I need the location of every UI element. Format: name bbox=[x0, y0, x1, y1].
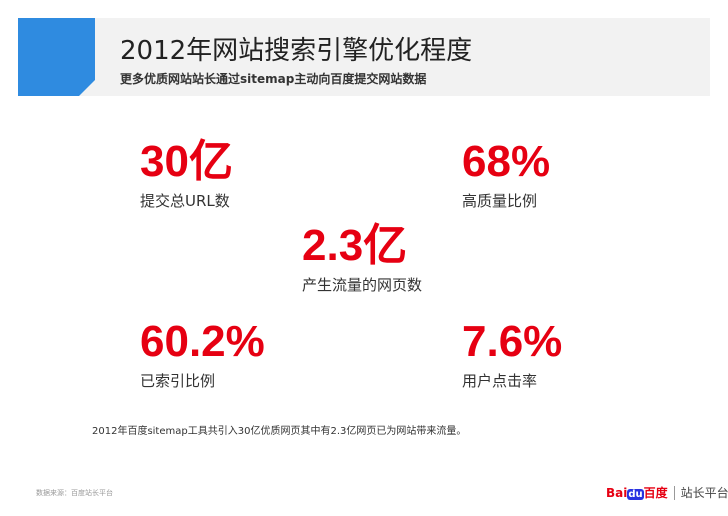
logo-mark: du bbox=[627, 489, 644, 500]
logo-brand: Bai bbox=[606, 486, 628, 500]
stat-value: 30亿 bbox=[140, 137, 233, 186]
logo-platform: 站长平台 bbox=[673, 486, 728, 500]
title: 2012年网站搜索引擎优化程度 bbox=[120, 36, 473, 66]
stat-label: 已索引比例 bbox=[140, 372, 216, 390]
stat-label: 用户点击率 bbox=[462, 372, 538, 390]
header-band bbox=[18, 18, 710, 96]
stat-label: 产生流量的网页数 bbox=[302, 276, 423, 294]
stat-value: 7.6% bbox=[462, 317, 563, 366]
stat-label: 高质量比例 bbox=[462, 192, 538, 210]
note: 2012年百度sitemap工具共引入30亿优质网页其中有2.3亿网页已为网站带… bbox=[92, 426, 467, 437]
header-accent bbox=[18, 18, 95, 96]
stat-value: 68% bbox=[462, 137, 551, 186]
source: 数据来源：百度站长平台 bbox=[36, 489, 113, 497]
stat-label: 提交总URL数 bbox=[140, 192, 230, 210]
logo: Baidu百度 站长平台 bbox=[606, 484, 728, 501]
stat-value: 2.3亿 bbox=[302, 221, 408, 270]
subtitle: 更多优质网站站长通过sitemap主动向百度提交网站数据 bbox=[120, 72, 427, 86]
stat-value: 60.2% bbox=[140, 317, 265, 366]
logo-name: 百度 bbox=[643, 486, 668, 500]
